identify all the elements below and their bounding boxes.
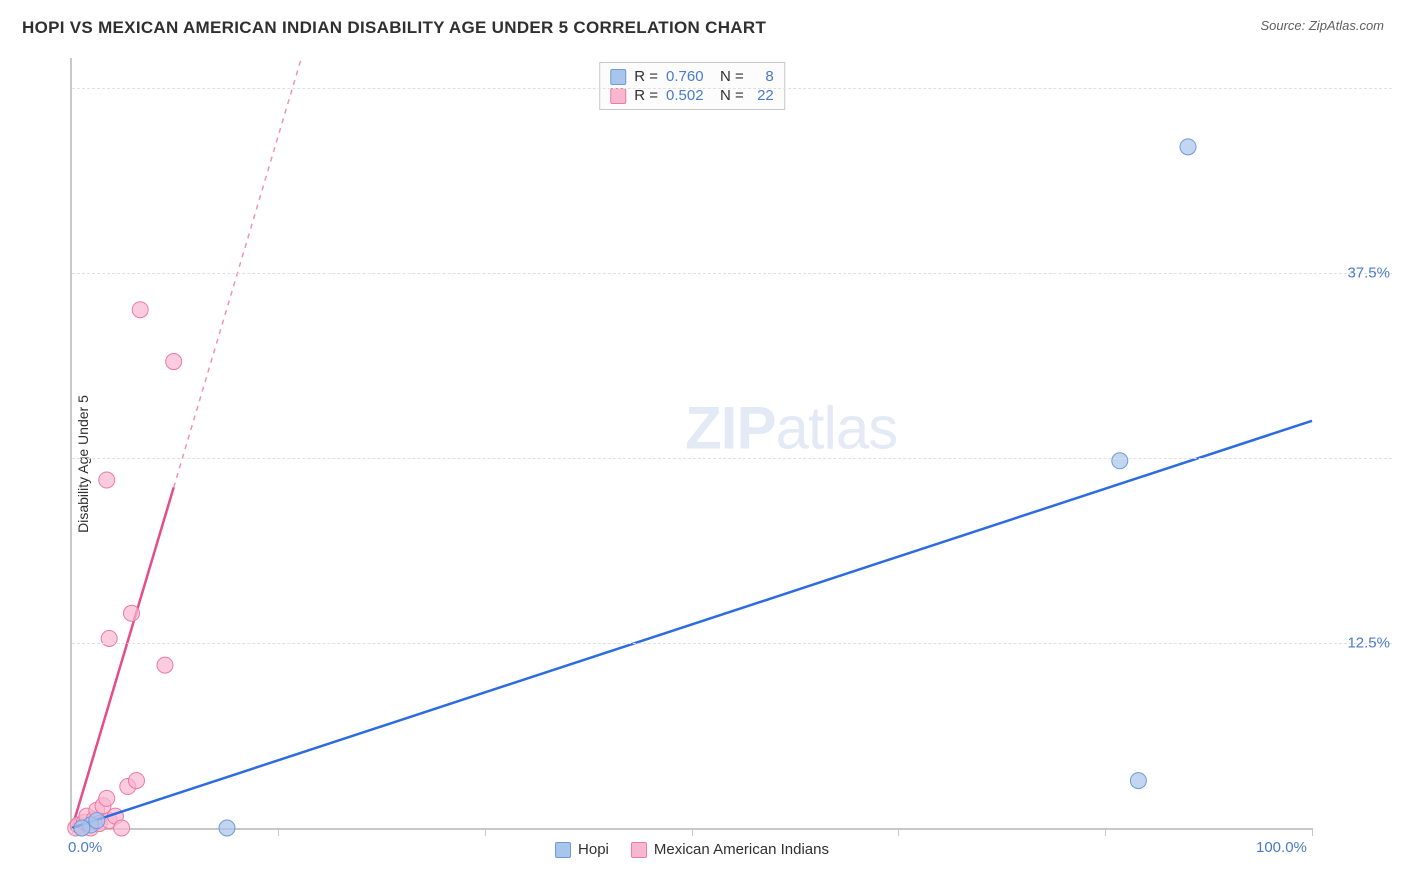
chart-title: HOPI VS MEXICAN AMERICAN INDIAN DISABILI… (22, 18, 766, 38)
swatch-mexican (631, 842, 647, 858)
x-tick-label: 100.0% (1256, 839, 1307, 856)
swatch-hopi (555, 842, 571, 858)
series-name-hopi: Hopi (578, 841, 609, 858)
y-tick-label: 37.5% (1347, 264, 1390, 281)
r-value-mexican: 0.502 (666, 87, 712, 104)
legend-row-mexican: R = 0.502 N = 22 (610, 86, 774, 105)
r-label: R = (634, 68, 658, 85)
correlation-legend: R = 0.760 N = 8 R = 0.502 N = 22 (599, 62, 785, 110)
swatch-mexican (610, 88, 626, 104)
source-label: Source: ZipAtlas.com (1260, 18, 1384, 33)
n-value-mexican: 22 (752, 87, 774, 104)
series-legend: Hopi Mexican American Indians (555, 841, 829, 858)
r-value-hopi: 0.760 (666, 68, 712, 85)
y-tick-label: 12.5% (1347, 634, 1390, 651)
legend-item-mexican: Mexican American Indians (631, 841, 829, 858)
series-name-mexican: Mexican American Indians (654, 841, 829, 858)
swatch-hopi (610, 69, 626, 85)
legend-row-hopi: R = 0.760 N = 8 (610, 67, 774, 86)
n-label: N = (720, 68, 744, 85)
chart-container: Disability Age Under 5 ZIPatlas R = 0.76… (50, 58, 1392, 870)
n-label: N = (720, 87, 744, 104)
scatter-plot-svg (72, 58, 1312, 828)
plot-area: ZIPatlas R = 0.760 N = 8 R = 0.502 N = 2… (70, 58, 1312, 830)
r-label: R = (634, 87, 658, 104)
n-value-hopi: 8 (752, 68, 774, 85)
x-tick-label: 0.0% (68, 839, 102, 856)
legend-item-hopi: Hopi (555, 841, 609, 858)
